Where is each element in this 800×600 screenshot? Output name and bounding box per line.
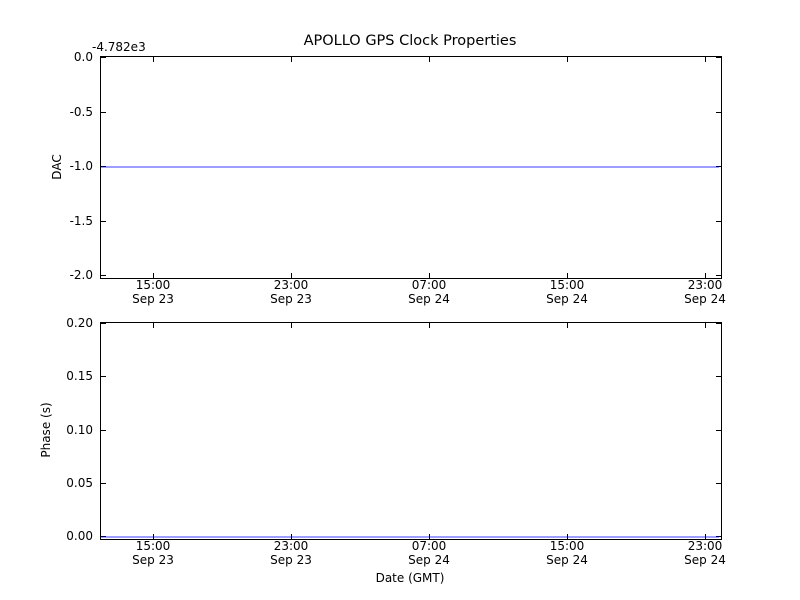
y-tick (716, 221, 721, 222)
y-tick-label: 0.15 (66, 369, 93, 383)
y-tick (101, 57, 106, 58)
x-tick (291, 57, 292, 62)
y-tick (101, 536, 106, 537)
x-tick (705, 534, 706, 539)
y-axis-label-phase: Phase (s) (39, 402, 53, 458)
y-tick (716, 323, 721, 324)
x-tick-label: 23:00 Sep 23 (270, 278, 312, 306)
y-tick-label: -1.0 (69, 159, 93, 173)
y-tick (716, 430, 721, 431)
x-tick-label: 15:00 Sep 24 (546, 539, 588, 567)
x-tick (291, 323, 292, 328)
x-tick (567, 323, 568, 328)
y-tick (716, 112, 721, 113)
chart-title: APOLLO GPS Clock Properties (303, 33, 517, 49)
x-tick (567, 57, 568, 62)
x-tick (429, 57, 430, 62)
x-tick-label: 23:00 Sep 24 (684, 539, 726, 567)
y-tick-label: 0.10 (66, 423, 93, 437)
y-tick (716, 376, 721, 377)
x-tick-label: 15:00 Sep 23 (132, 278, 174, 306)
x-tick-label: 07:00 Sep 24 (408, 539, 450, 567)
x-tick-label: 07:00 Sep 24 (408, 278, 450, 306)
dac-series-line (101, 166, 719, 168)
x-tick (705, 273, 706, 278)
phase-series-line (101, 536, 719, 538)
y-axis-offset-text: -4.782e3 (92, 40, 146, 54)
x-tick (153, 273, 154, 278)
x-axis-label: Date (GMT) (375, 571, 445, 585)
x-tick-label: 15:00 Sep 24 (546, 278, 588, 306)
x-tick (153, 57, 154, 62)
y-tick (101, 275, 106, 276)
y-tick (101, 112, 106, 113)
x-tick-label: 15:00 Sep 23 (132, 539, 174, 567)
y-tick-label: -2.0 (69, 268, 93, 282)
x-tick (429, 534, 430, 539)
y-tick-label: 0.0 (73, 50, 93, 64)
y-tick (716, 275, 721, 276)
y-tick-label: 0.20 (66, 316, 93, 330)
x-tick (705, 323, 706, 328)
x-tick (291, 273, 292, 278)
y-tick (101, 221, 106, 222)
x-tick (567, 534, 568, 539)
x-tick-label: 23:00 Sep 23 (270, 539, 312, 567)
y-tick-label: 0.00 (66, 529, 93, 543)
y-tick (101, 166, 106, 167)
y-tick-label: 0.05 (66, 476, 93, 490)
y-tick (716, 57, 721, 58)
y-tick (101, 483, 106, 484)
y-tick (716, 483, 721, 484)
y-tick (101, 430, 106, 431)
x-tick (429, 273, 430, 278)
y-tick-label: -1.5 (69, 214, 93, 228)
x-tick (153, 323, 154, 328)
y-tick (101, 323, 106, 324)
y-axis-label-dac: DAC (50, 154, 64, 180)
y-tick (101, 376, 106, 377)
axes-dac-plot (100, 56, 722, 279)
axes-phase-plot (100, 322, 722, 540)
y-tick (716, 166, 721, 167)
x-tick (705, 57, 706, 62)
y-tick (716, 536, 721, 537)
x-tick-label: 23:00 Sep 24 (684, 278, 726, 306)
x-tick (567, 273, 568, 278)
x-tick (291, 534, 292, 539)
x-tick (429, 323, 430, 328)
y-tick-label: -0.5 (69, 105, 93, 119)
x-tick (153, 534, 154, 539)
